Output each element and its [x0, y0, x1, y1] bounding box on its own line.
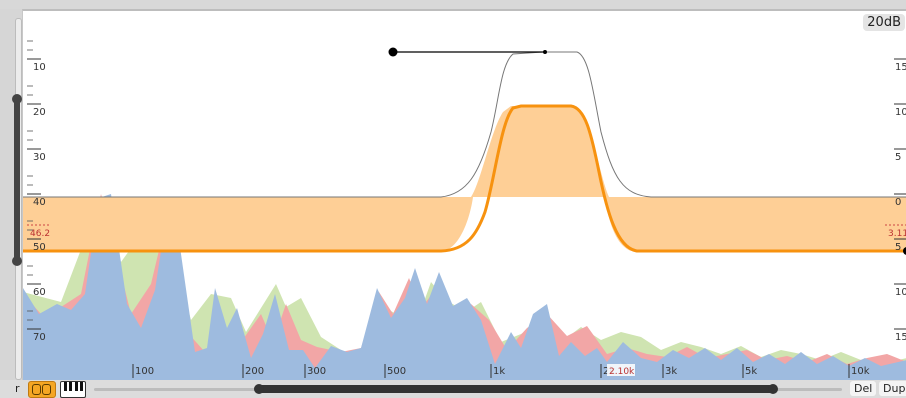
- right-marker: 3.11: [885, 224, 906, 239]
- frequency-tick-label: 3k: [665, 366, 677, 377]
- db-tick-label-right: 15: [895, 332, 906, 343]
- db-tick-label-right: 15: [895, 62, 906, 73]
- spectrum-blue: [23, 194, 906, 382]
- frequency-tick-label: 1k: [493, 366, 505, 377]
- gain-handle-knob: [388, 47, 398, 57]
- horizontal-scroll-thumb[interactable]: [254, 384, 778, 394]
- spectrum-analyzer: [23, 194, 906, 382]
- loop-mode-button[interactable]: [28, 381, 56, 398]
- frequency-tick-label: 200: [245, 366, 264, 377]
- eq-curve: [23, 104, 906, 253]
- right-edge-knob: [903, 247, 906, 255]
- reference-curve: [23, 51, 906, 198]
- band-fill: [23, 106, 906, 251]
- db-tick-label-right: 0: [895, 197, 901, 208]
- frequency-tick-label: 500: [387, 366, 406, 377]
- db-tick-label-left: 40: [33, 197, 46, 208]
- cursor-frequency: 2.10k: [607, 364, 635, 377]
- range-badge[interactable]: 20dB: [863, 14, 905, 31]
- db-tick-label-left: 10: [33, 62, 46, 73]
- db-tick-label-left: 70: [33, 332, 46, 343]
- bottom-toolbar: r Del Dup: [0, 380, 906, 398]
- piano-button[interactable]: [60, 381, 86, 398]
- duplicate-button[interactable]: Dup: [879, 381, 906, 396]
- frequency-tick-label: 300: [307, 366, 326, 377]
- db-tick-label-right: 10: [895, 107, 906, 118]
- frequency-tick-label: 5k: [745, 366, 757, 377]
- db-tick-label-right: 10: [895, 287, 906, 298]
- db-tick-label-left: 60: [33, 287, 46, 298]
- loop-mode-icon: [32, 384, 41, 395]
- db-scale-left: 10 20 30 40 50 60 70: [27, 40, 46, 343]
- db-scale-right: 15 10 5 0 5 10 15: [894, 58, 906, 343]
- eq-band[interactable]: [23, 51, 906, 253]
- right-marker-value: 3.11: [888, 229, 906, 239]
- gain-handle[interactable]: [388, 47, 906, 256]
- db-tick-label-right: 5: [895, 242, 901, 253]
- truncated-label: r: [15, 382, 20, 395]
- left-marker-value: 46.2: [30, 229, 50, 239]
- vertical-slider-thumb[interactable]: [12, 94, 22, 266]
- db-tick-label-right: 5: [895, 152, 901, 163]
- cursor-frequency-value: 2.10k: [609, 367, 635, 377]
- frequency-tick-label: 10k: [851, 366, 870, 377]
- band-fill-cut: [445, 197, 631, 251]
- delete-button[interactable]: Del: [850, 381, 877, 396]
- db-tick-label-left: 50: [33, 242, 46, 253]
- db-tick-label-left: 30: [33, 152, 46, 163]
- db-tick-label-left: 20: [33, 107, 46, 118]
- left-marker: 46.2: [27, 224, 50, 239]
- frequency-tick-label: 100: [135, 366, 154, 377]
